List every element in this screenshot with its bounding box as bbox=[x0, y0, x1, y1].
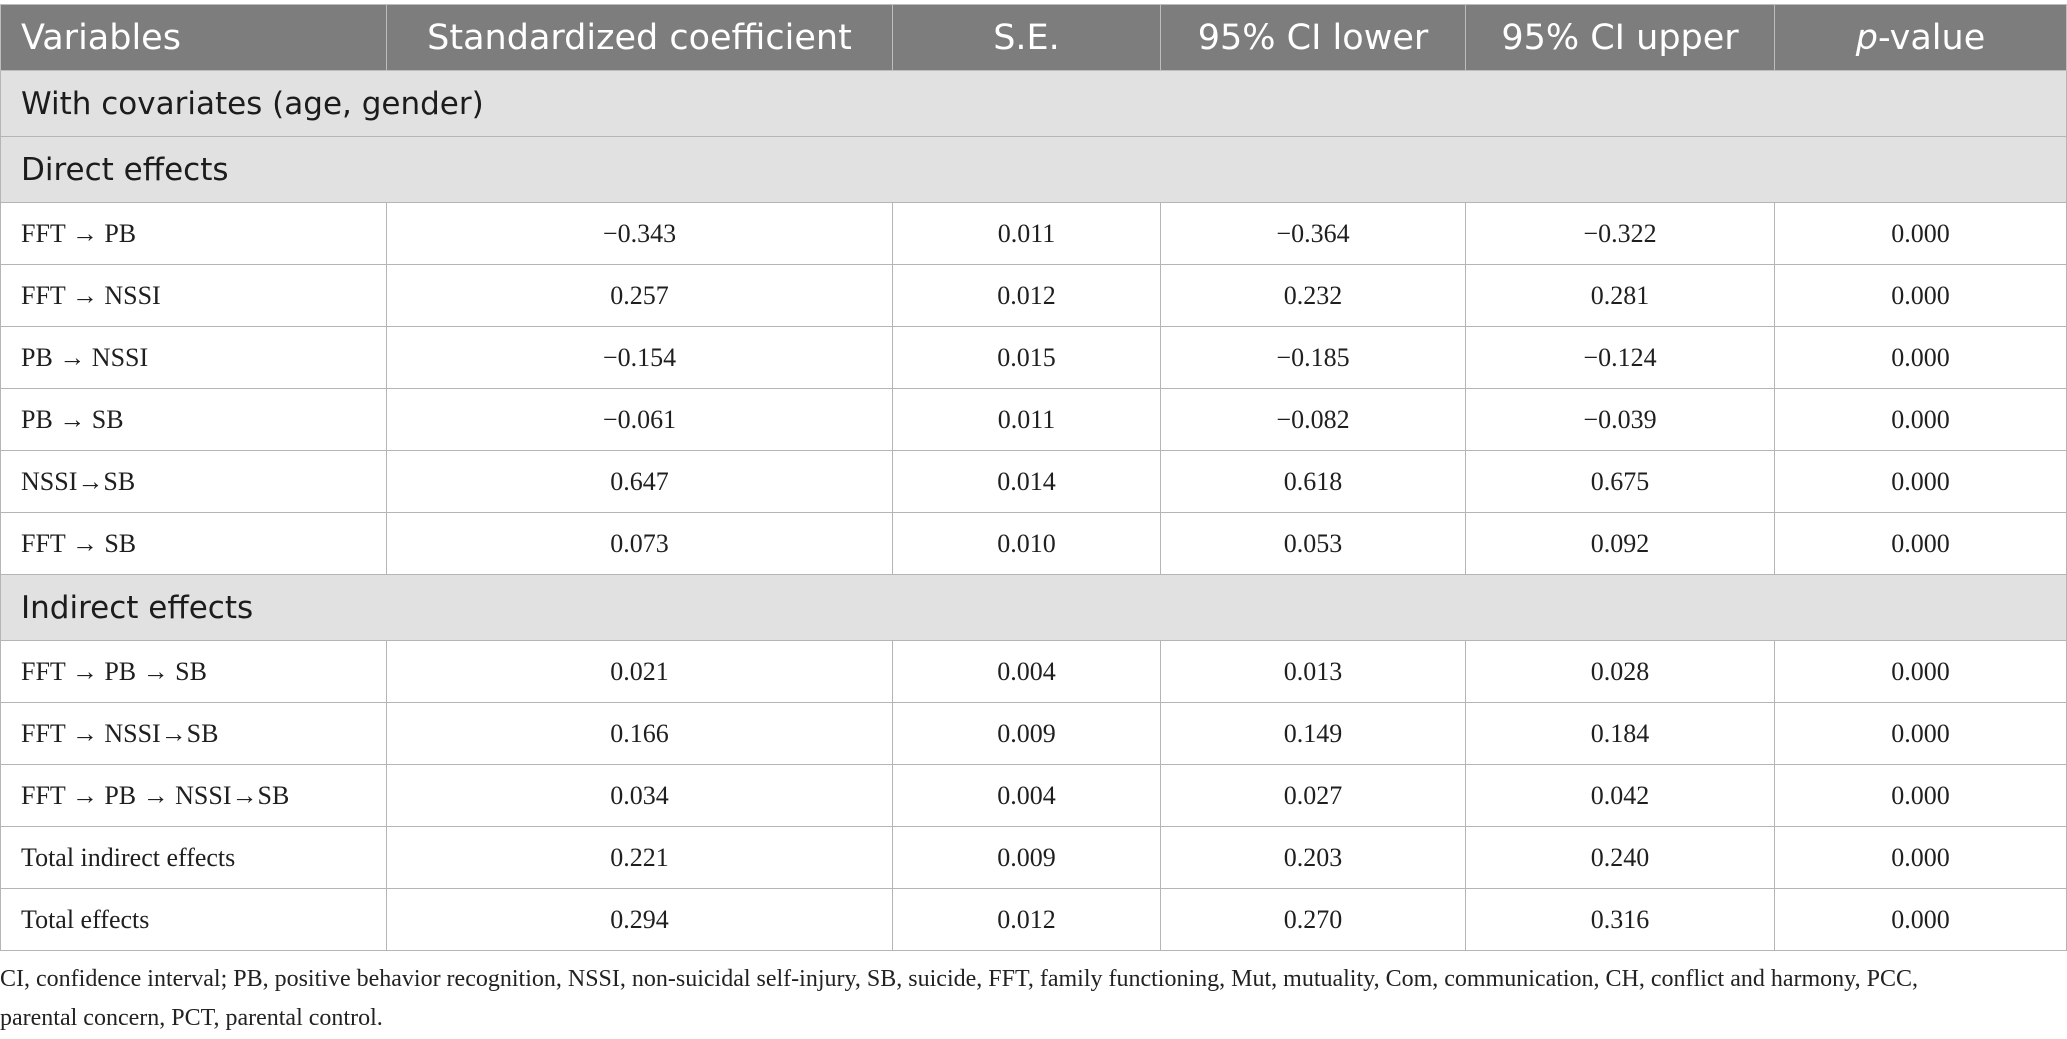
cell-se: 0.004 bbox=[892, 640, 1161, 703]
cell-ci-lower: 0.149 bbox=[1160, 702, 1466, 765]
cell-p-value: 0.000 bbox=[1774, 264, 2067, 327]
mediation-results-table: Variables Standardized coefficient S.E. … bbox=[0, 4, 2067, 951]
cell-ci-upper: 0.092 bbox=[1465, 512, 1775, 575]
cell-se: 0.012 bbox=[892, 888, 1161, 951]
cell-ci-lower: 0.618 bbox=[1160, 450, 1466, 513]
cell-p-value: 0.000 bbox=[1774, 202, 2067, 265]
cell-p-value: 0.000 bbox=[1774, 450, 2067, 513]
table-row: FFT → NSSI 0.257 0.012 0.232 0.281 0.000 bbox=[0, 264, 2067, 327]
cell-variable: NSSI→SB bbox=[0, 450, 387, 513]
cell-ci-lower: 0.203 bbox=[1160, 826, 1466, 889]
cell-variable: FFT → NSSI bbox=[0, 264, 387, 327]
cell-ci-upper: 0.028 bbox=[1465, 640, 1775, 703]
cell-se: 0.009 bbox=[892, 702, 1161, 765]
section-title: Indirect effects bbox=[0, 574, 2067, 641]
cell-variable: FFT → PB → NSSI→SB bbox=[0, 764, 387, 827]
results-table-wrapper: Variables Standardized coefficient S.E. … bbox=[0, 4, 2067, 951]
table-row: FFT → PB → SB 0.021 0.004 0.013 0.028 0.000 bbox=[0, 640, 2067, 703]
cell-ci-upper: −0.322 bbox=[1465, 202, 1775, 265]
cell-ci-upper: 0.281 bbox=[1465, 264, 1775, 327]
cell-ci-lower: −0.364 bbox=[1160, 202, 1466, 265]
cell-se: 0.010 bbox=[892, 512, 1161, 575]
table-row: FFT → NSSI→SB 0.166 0.009 0.149 0.184 0.000 bbox=[0, 702, 2067, 765]
cell-p-value: 0.000 bbox=[1774, 512, 2067, 575]
table-header: Variables Standardized coefficient S.E. … bbox=[0, 4, 2067, 71]
table-row: FFT → PB → NSSI→SB 0.034 0.004 0.027 0.042 0.… bbox=[0, 764, 2067, 827]
cell-p-value: 0.000 bbox=[1774, 640, 2067, 703]
header-row: Variables Standardized coefficient S.E. … bbox=[0, 4, 2067, 71]
header-variables: Variables bbox=[0, 4, 387, 71]
cell-p-value: 0.000 bbox=[1774, 388, 2067, 451]
cell-ci-lower: −0.185 bbox=[1160, 326, 1466, 389]
section-row: With covariates (age, gender) bbox=[0, 70, 2067, 137]
cell-ci-lower: −0.082 bbox=[1160, 388, 1466, 451]
cell-variable: FFT → PB bbox=[0, 202, 387, 265]
cell-p-value: 0.000 bbox=[1774, 764, 2067, 827]
cell-variable: FFT → NSSI→SB bbox=[0, 702, 387, 765]
header-standardized-coefficient: Standardized coefficient bbox=[386, 4, 893, 71]
cell-p-value: 0.000 bbox=[1774, 888, 2067, 951]
cell-se: 0.009 bbox=[892, 826, 1161, 889]
table-footnote: CI, confidence interval; PB, positive be… bbox=[0, 966, 1918, 1031]
cell-variable: Total effects bbox=[0, 888, 387, 951]
cell-coefficient: 0.647 bbox=[386, 450, 893, 513]
header-p-suffix: -value bbox=[1877, 17, 1986, 58]
cell-coefficient: 0.021 bbox=[386, 640, 893, 703]
cell-se: 0.014 bbox=[892, 450, 1161, 513]
cell-se: 0.015 bbox=[892, 326, 1161, 389]
cell-ci-upper: 0.675 bbox=[1465, 450, 1775, 513]
cell-coefficient: 0.073 bbox=[386, 512, 893, 575]
cell-coefficient: 0.166 bbox=[386, 702, 893, 765]
cell-coefficient: 0.221 bbox=[386, 826, 893, 889]
section-row: Direct effects bbox=[0, 136, 2067, 203]
header-ci-lower: 95% CI lower bbox=[1160, 4, 1466, 71]
cell-coefficient: 0.294 bbox=[386, 888, 893, 951]
cell-ci-lower: 0.232 bbox=[1160, 264, 1466, 327]
table-row: FFT → PB −0.343 0.011 −0.364 −0.322 0.000 bbox=[0, 202, 2067, 265]
header-p-value: p-value bbox=[1774, 4, 2067, 71]
section-row: Indirect effects bbox=[0, 574, 2067, 641]
cell-ci-upper: 0.316 bbox=[1465, 888, 1775, 951]
cell-p-value: 0.000 bbox=[1774, 702, 2067, 765]
cell-coefficient: 0.257 bbox=[386, 264, 893, 327]
cell-ci-upper: 0.184 bbox=[1465, 702, 1775, 765]
cell-coefficient: −0.154 bbox=[386, 326, 893, 389]
section-title: Direct effects bbox=[0, 136, 2067, 203]
cell-ci-lower: 0.270 bbox=[1160, 888, 1466, 951]
cell-coefficient: 0.034 bbox=[386, 764, 893, 827]
table-row: PB → NSSI −0.154 0.015 −0.185 −0.124 0.000 bbox=[0, 326, 2067, 389]
cell-coefficient: −0.343 bbox=[386, 202, 893, 265]
cell-se: 0.011 bbox=[892, 388, 1161, 451]
table-row: PB → SB −0.061 0.011 −0.082 −0.039 0.000 bbox=[0, 388, 2067, 451]
header-p-italic: p bbox=[1855, 17, 1878, 58]
cell-se: 0.012 bbox=[892, 264, 1161, 327]
table-row: NSSI→SB 0.647 0.014 0.618 0.675 0.000 bbox=[0, 450, 2067, 513]
cell-se: 0.004 bbox=[892, 764, 1161, 827]
cell-ci-upper: −0.039 bbox=[1465, 388, 1775, 451]
table-row: FFT → SB 0.073 0.010 0.053 0.092 0.000 bbox=[0, 512, 2067, 575]
cell-ci-upper: 0.240 bbox=[1465, 826, 1775, 889]
table-row: Total indirect effects 0.221 0.009 0.203 0.2… bbox=[0, 826, 2067, 889]
cell-ci-upper: 0.042 bbox=[1465, 764, 1775, 827]
cell-variable: Total indirect effects bbox=[0, 826, 387, 889]
cell-variable: FFT → PB → SB bbox=[0, 640, 387, 703]
cell-variable: PB → SB bbox=[0, 388, 387, 451]
cell-p-value: 0.000 bbox=[1774, 826, 2067, 889]
cell-ci-lower: 0.013 bbox=[1160, 640, 1466, 703]
cell-ci-upper: −0.124 bbox=[1465, 326, 1775, 389]
section-title: With covariates (age, gender) bbox=[0, 70, 2067, 137]
header-se: S.E. bbox=[892, 4, 1161, 71]
cell-se: 0.011 bbox=[892, 202, 1161, 265]
cell-ci-lower: 0.027 bbox=[1160, 764, 1466, 827]
table-body: With covariates (age, gender) Direct effe… bbox=[0, 70, 2067, 951]
cell-variable: FFT → SB bbox=[0, 512, 387, 575]
cell-variable: PB → NSSI bbox=[0, 326, 387, 389]
table-row: Total effects 0.294 0.012 0.270 0.316 0.000 bbox=[0, 888, 2067, 951]
cell-coefficient: −0.061 bbox=[386, 388, 893, 451]
cell-ci-lower: 0.053 bbox=[1160, 512, 1466, 575]
header-ci-upper: 95% CI upper bbox=[1465, 4, 1775, 71]
cell-p-value: 0.000 bbox=[1774, 326, 2067, 389]
